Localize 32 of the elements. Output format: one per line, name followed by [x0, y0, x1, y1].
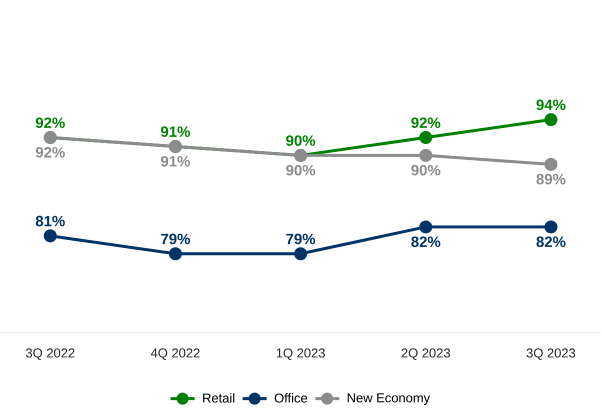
data-label: 82% [536, 236, 566, 248]
point [544, 158, 558, 171]
data-label: 81% [36, 216, 65, 226]
data-label: 82% [411, 236, 440, 248]
data-label: 90% [286, 135, 316, 146]
point [544, 113, 558, 126]
data-label: 91% [161, 156, 190, 167]
point [419, 131, 432, 144]
data-label: 89% [536, 174, 566, 184]
x-tick-label: 4Q 2022 [150, 348, 200, 360]
data-label: 79% [286, 234, 316, 244]
data-label: 79% [161, 234, 190, 244]
data-label: 92% [36, 117, 65, 128]
x-tick-label: 3Q 2022 [26, 348, 74, 360]
point [294, 247, 308, 260]
legend-label: Office [274, 393, 308, 403]
data-label: 90% [411, 164, 440, 176]
data-label: 92% [411, 117, 440, 128]
data-label: 94% [536, 100, 566, 110]
legend-label: Retail [203, 393, 234, 403]
data-label: 92% [36, 147, 65, 158]
data-label: 91% [161, 126, 190, 137]
x-tick-label: 1Q 2023 [276, 348, 325, 360]
legend-label: New Economy [348, 393, 430, 405]
point [419, 148, 432, 162]
point [44, 229, 57, 242]
point [419, 220, 432, 234]
point [544, 220, 558, 234]
point [168, 247, 182, 260]
x-tick-label: 3Q 2023 [526, 348, 576, 360]
data-label: 90% [286, 164, 316, 176]
x-tick-label: 2Q 2023 [402, 348, 450, 360]
